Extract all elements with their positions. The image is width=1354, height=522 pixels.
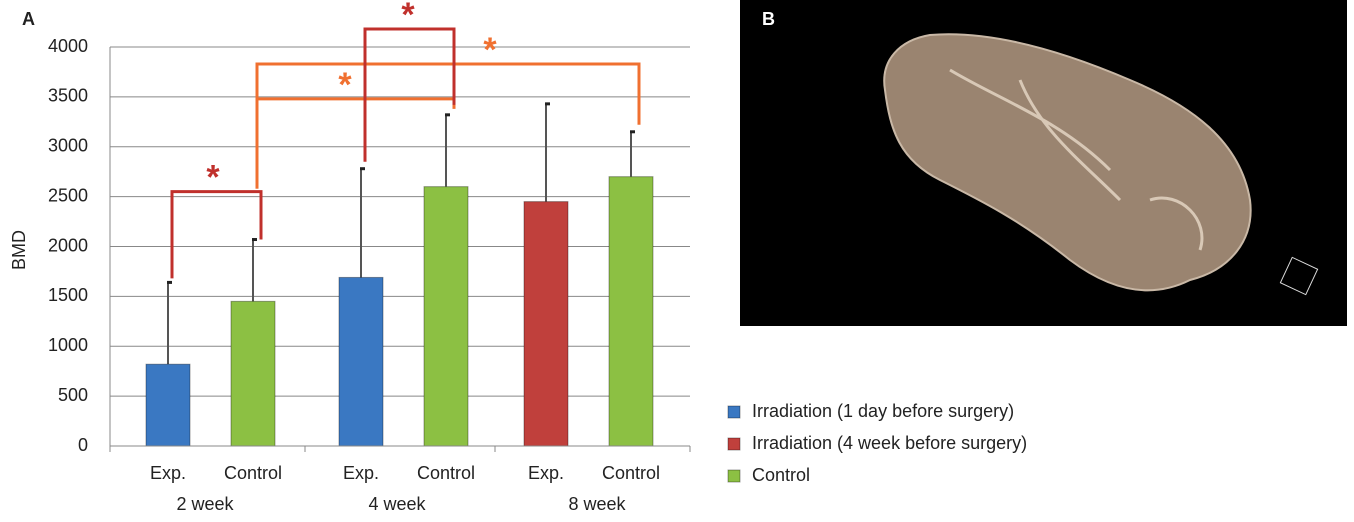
significance-bracket: [257, 64, 639, 189]
bar: [424, 187, 468, 446]
significance-bracket: [172, 192, 261, 279]
legend-label: Irradiation (1 day before surgery): [752, 401, 1014, 421]
significance-label: *: [401, 0, 415, 34]
legend-label: Irradiation (4 week before surgery): [752, 433, 1027, 453]
group-label: 8 week: [568, 494, 626, 514]
significance-bracket: [365, 29, 454, 162]
significance-label: *: [483, 31, 497, 69]
y-axis-label: BMD: [9, 230, 29, 270]
panel-label: A: [22, 9, 35, 29]
legend-label: Control: [752, 465, 810, 485]
figure: A BMD B 0 500 1000 1500 2000 2500 3000 3500 4000…: [0, 0, 1354, 517]
ct-image: B: [740, 0, 1347, 326]
y-tick-label: 0: [78, 435, 88, 455]
significance-bracket: [257, 99, 454, 189]
x-tick-label: Control: [224, 463, 282, 483]
bar: [231, 301, 275, 446]
panel-label: B: [762, 9, 775, 29]
bar: [146, 364, 190, 446]
group-label: 4 week: [368, 494, 426, 514]
bar: [339, 277, 383, 446]
bar: [609, 177, 653, 446]
x-tick-label: Control: [417, 463, 475, 483]
legend-swatch: [728, 438, 740, 450]
bar: [524, 202, 568, 446]
group-label: 2 week: [176, 494, 234, 514]
significance-label: *: [338, 66, 352, 104]
y-tick-label: 2500: [48, 185, 88, 205]
x-tick-label: Control: [602, 463, 660, 483]
x-tick-label: Exp.: [150, 463, 186, 483]
y-tick-label: 1500: [48, 285, 88, 305]
y-tick-label: 2000: [48, 235, 88, 255]
significance-label: *: [206, 159, 220, 197]
y-tick-label: 3000: [48, 136, 88, 156]
legend-swatch: [728, 406, 740, 418]
y-tick-label: 3500: [48, 86, 88, 106]
y-tick-label: 500: [58, 385, 88, 405]
x-tick-label: Exp.: [528, 463, 564, 483]
y-tick-label: 1000: [48, 335, 88, 355]
legend-swatch: [728, 470, 740, 482]
y-tick-label: 4000: [48, 36, 88, 56]
x-tick-label: Exp.: [343, 463, 379, 483]
